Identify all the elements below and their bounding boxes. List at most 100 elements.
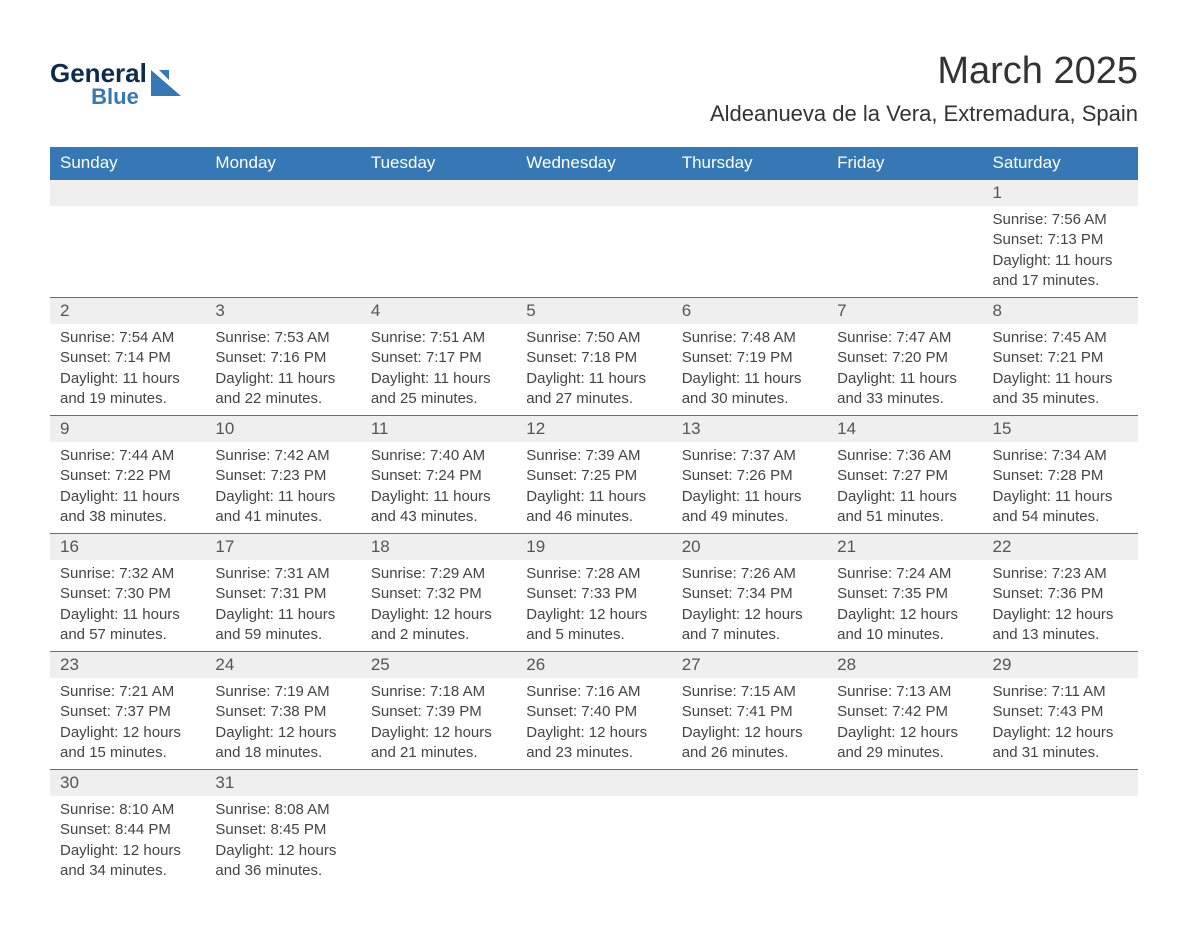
calendar-cell-content: [672, 206, 827, 298]
calendar-cell-daynum: 10: [205, 416, 360, 443]
day-number: [672, 770, 827, 776]
day-header: Thursday: [672, 147, 827, 180]
day-number: 15: [983, 416, 1138, 442]
day-header: Wednesday: [516, 147, 671, 180]
calendar-cell-content: Sunrise: 7:45 AMSunset: 7:21 PMDaylight:…: [983, 324, 1138, 416]
day-number: [827, 180, 982, 186]
calendar-cell-content: Sunrise: 7:32 AMSunset: 7:30 PMDaylight:…: [50, 560, 205, 652]
day-details: [827, 796, 982, 876]
sunrise-line: Sunrise: 7:31 AM: [215, 564, 350, 584]
sunrise-line: Sunrise: 7:21 AM: [60, 682, 195, 702]
daylight-line: Daylight: 11 hours and 25 minutes.: [371, 369, 506, 410]
sunrise-line: Sunrise: 7:47 AM: [837, 328, 972, 348]
day-number: [827, 770, 982, 776]
sunset-line: Sunset: 7:14 PM: [60, 348, 195, 368]
day-details: [516, 206, 671, 286]
calendar-cell-content: Sunrise: 7:11 AMSunset: 7:43 PMDaylight:…: [983, 678, 1138, 770]
calendar-cell-daynum: 1: [983, 180, 1138, 207]
month-title: March 2025: [710, 50, 1138, 93]
calendar-cell-daynum: [361, 180, 516, 207]
calendar-cell-daynum: 19: [516, 534, 671, 561]
sunrise-line: Sunrise: 7:36 AM: [837, 446, 972, 466]
calendar-cell-daynum: 4: [361, 298, 516, 325]
calendar-cell-daynum: 25: [361, 652, 516, 679]
week-content-row: Sunrise: 7:32 AMSunset: 7:30 PMDaylight:…: [50, 560, 1138, 652]
calendar-cell-content: Sunrise: 7:53 AMSunset: 7:16 PMDaylight:…: [205, 324, 360, 416]
title-block: March 2025 Aldeanueva de la Vera, Extrem…: [710, 50, 1138, 127]
calendar-cell-content: Sunrise: 7:51 AMSunset: 7:17 PMDaylight:…: [361, 324, 516, 416]
calendar-cell-daynum: 16: [50, 534, 205, 561]
day-number: 2: [50, 298, 205, 324]
sunset-line: Sunset: 7:28 PM: [993, 466, 1128, 486]
day-number: 16: [50, 534, 205, 560]
daylight-line: Daylight: 12 hours and 21 minutes.: [371, 723, 506, 764]
day-number: 12: [516, 416, 671, 442]
calendar-cell-content: Sunrise: 7:16 AMSunset: 7:40 PMDaylight:…: [516, 678, 671, 770]
day-header: Tuesday: [361, 147, 516, 180]
day-number: 14: [827, 416, 982, 442]
day-details: [827, 206, 982, 286]
daylight-line: Daylight: 11 hours and 30 minutes.: [682, 369, 817, 410]
week-content-row: Sunrise: 8:10 AMSunset: 8:44 PMDaylight:…: [50, 796, 1138, 887]
calendar-cell-daynum: [827, 180, 982, 207]
calendar-cell-content: Sunrise: 8:10 AMSunset: 8:44 PMDaylight:…: [50, 796, 205, 887]
calendar-cell-daynum: 13: [672, 416, 827, 443]
calendar-cell-daynum: 7: [827, 298, 982, 325]
sunset-line: Sunset: 7:34 PM: [682, 584, 817, 604]
day-details: Sunrise: 7:37 AMSunset: 7:26 PMDaylight:…: [672, 442, 827, 533]
daylight-line: Daylight: 12 hours and 5 minutes.: [526, 605, 661, 646]
sunset-line: Sunset: 7:31 PM: [215, 584, 350, 604]
calendar-cell-content: Sunrise: 7:40 AMSunset: 7:24 PMDaylight:…: [361, 442, 516, 534]
sunset-line: Sunset: 7:21 PM: [993, 348, 1128, 368]
calendar-cell-daynum: 28: [827, 652, 982, 679]
day-number: 7: [827, 298, 982, 324]
calendar-cell-daynum: [516, 770, 671, 797]
week-daynum-row: 16171819202122: [50, 534, 1138, 561]
sunrise-line: Sunrise: 7:50 AM: [526, 328, 661, 348]
calendar-cell-daynum: 14: [827, 416, 982, 443]
daylight-line: Daylight: 12 hours and 15 minutes.: [60, 723, 195, 764]
day-details: Sunrise: 7:29 AMSunset: 7:32 PMDaylight:…: [361, 560, 516, 651]
day-number: 27: [672, 652, 827, 678]
day-details: Sunrise: 7:11 AMSunset: 7:43 PMDaylight:…: [983, 678, 1138, 769]
day-number: 30: [50, 770, 205, 796]
calendar-cell-daynum: [361, 770, 516, 797]
day-number: 5: [516, 298, 671, 324]
sunset-line: Sunset: 7:20 PM: [837, 348, 972, 368]
daylight-line: Daylight: 11 hours and 19 minutes.: [60, 369, 195, 410]
calendar-cell-content: Sunrise: 7:44 AMSunset: 7:22 PMDaylight:…: [50, 442, 205, 534]
sunset-line: Sunset: 7:43 PM: [993, 702, 1128, 722]
calendar-cell-content: Sunrise: 7:50 AMSunset: 7:18 PMDaylight:…: [516, 324, 671, 416]
calendar-cell-content: Sunrise: 7:19 AMSunset: 7:38 PMDaylight:…: [205, 678, 360, 770]
calendar-cell-content: Sunrise: 7:23 AMSunset: 7:36 PMDaylight:…: [983, 560, 1138, 652]
sunrise-line: Sunrise: 7:44 AM: [60, 446, 195, 466]
day-number: 17: [205, 534, 360, 560]
day-number: 11: [361, 416, 516, 442]
daylight-line: Daylight: 12 hours and 18 minutes.: [215, 723, 350, 764]
day-details: Sunrise: 7:36 AMSunset: 7:27 PMDaylight:…: [827, 442, 982, 533]
calendar-cell-content: Sunrise: 7:29 AMSunset: 7:32 PMDaylight:…: [361, 560, 516, 652]
daylight-line: Daylight: 11 hours and 54 minutes.: [993, 487, 1128, 528]
daylight-line: Daylight: 11 hours and 41 minutes.: [215, 487, 350, 528]
day-number: 24: [205, 652, 360, 678]
calendar-cell-content: [50, 206, 205, 298]
week-content-row: Sunrise: 7:44 AMSunset: 7:22 PMDaylight:…: [50, 442, 1138, 534]
day-number: [983, 770, 1138, 776]
brand-bottom: Blue: [50, 86, 139, 108]
day-number: [361, 180, 516, 186]
calendar-cell-content: Sunrise: 7:31 AMSunset: 7:31 PMDaylight:…: [205, 560, 360, 652]
calendar-cell-content: Sunrise: 8:08 AMSunset: 8:45 PMDaylight:…: [205, 796, 360, 887]
calendar-cell-content: [827, 206, 982, 298]
day-details: Sunrise: 7:15 AMSunset: 7:41 PMDaylight:…: [672, 678, 827, 769]
calendar-cell-content: Sunrise: 7:48 AMSunset: 7:19 PMDaylight:…: [672, 324, 827, 416]
sunrise-line: Sunrise: 7:13 AM: [837, 682, 972, 702]
daylight-line: Daylight: 11 hours and 38 minutes.: [60, 487, 195, 528]
sunrise-line: Sunrise: 7:48 AM: [682, 328, 817, 348]
sunrise-line: Sunrise: 8:08 AM: [215, 800, 350, 820]
sunrise-line: Sunrise: 7:32 AM: [60, 564, 195, 584]
day-number: [516, 770, 671, 776]
sunset-line: Sunset: 7:27 PM: [837, 466, 972, 486]
day-number: [50, 180, 205, 186]
day-details: Sunrise: 7:44 AMSunset: 7:22 PMDaylight:…: [50, 442, 205, 533]
day-details: [205, 206, 360, 286]
